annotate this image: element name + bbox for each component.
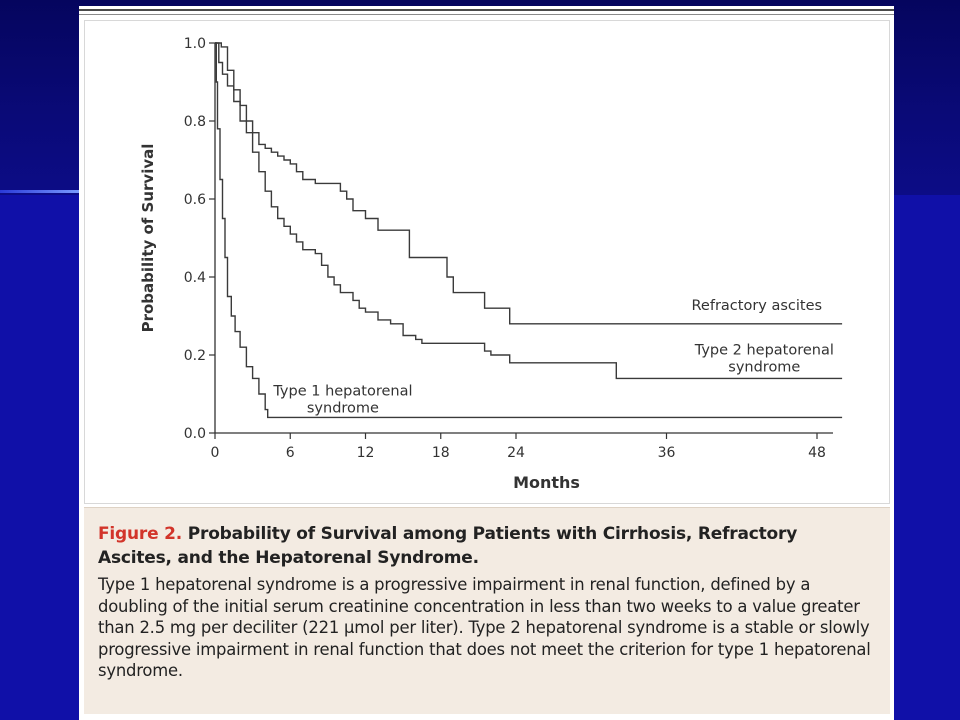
y-tick-label: 0.6: [184, 192, 206, 208]
series-label: Type 1 hepatorenal: [272, 383, 412, 399]
top-rule: [79, 9, 894, 11]
top-rule-thin: [79, 14, 894, 15]
x-axis-label: Months: [513, 473, 580, 492]
series-label: syndrome: [728, 359, 800, 375]
figure-label: Figure 2.: [98, 524, 183, 544]
figure-caption: Figure 2. Probability of Survival among …: [84, 507, 890, 714]
x-tick-label: 24: [507, 445, 525, 461]
x-tick-label: 0: [211, 445, 220, 461]
series-label: Refractory ascites: [692, 298, 823, 314]
series-type1-hrs: [215, 42, 843, 419]
x-tick-label: 48: [808, 445, 826, 461]
x-tick-label: 36: [658, 445, 676, 461]
y-axis-label: Probability of Survival: [139, 144, 157, 333]
survival-chart: 0.0 0.2 0.4 0.6 0.8 1.0 0 6 12 18 24 36 48 Months Prob…: [139, 36, 843, 492]
caption-title: Figure 2. Probability of Survival among …: [98, 522, 876, 570]
y-tick-label: 0.8: [184, 114, 206, 130]
y-tick-label: 0.2: [184, 348, 206, 364]
x-tick-label: 6: [286, 445, 295, 461]
series-refractory-ascites: [215, 42, 843, 325]
plot-area: 0.0 0.2 0.4 0.6 0.8 1.0 0 6 12 18 24 36 48 Months Prob…: [84, 20, 890, 504]
series-label: syndrome: [307, 400, 379, 416]
y-tick-label: 0.4: [184, 270, 206, 286]
series-label: Type 2 hepatorenal: [694, 342, 834, 358]
slide-accent-line: [0, 190, 80, 193]
x-tick-label: 12: [357, 445, 375, 461]
x-tick-label: 18: [432, 445, 450, 461]
caption-title-text: Probability of Survival among Patients w…: [98, 524, 798, 568]
caption-body: Type 1 hepatorenal syndrome is a progres…: [98, 575, 871, 680]
series-type2-hrs: [215, 42, 843, 380]
figure-card: 0.0 0.2 0.4 0.6 0.8 1.0 0 6 12 18 24 36 48 Months Prob…: [79, 6, 894, 720]
y-tick-label: 1.0: [184, 36, 206, 52]
y-tick-label: 0.0: [184, 426, 206, 442]
